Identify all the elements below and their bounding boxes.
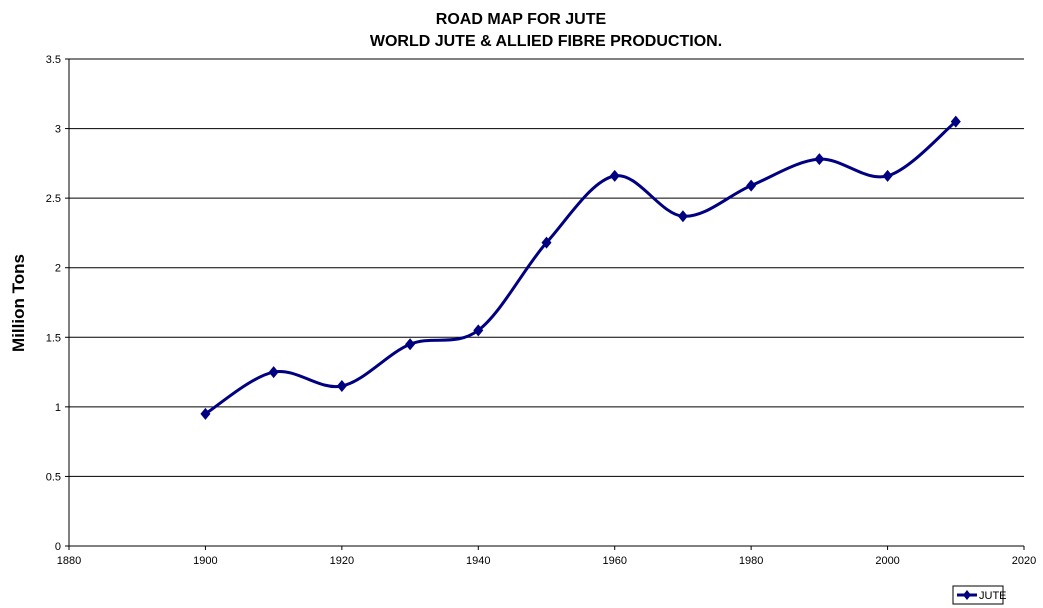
y-tick-label: 0 bbox=[55, 541, 61, 553]
marker bbox=[268, 366, 279, 379]
marker bbox=[746, 179, 757, 192]
chart-title: ROAD MAP FOR JUTE bbox=[436, 11, 607, 28]
legend-marker bbox=[963, 590, 971, 600]
x-tick-label: 1920 bbox=[330, 555, 354, 567]
y-axis-label: Million Tons bbox=[9, 254, 28, 352]
marker bbox=[405, 338, 416, 351]
marker bbox=[882, 169, 893, 182]
x-tick-label: 1900 bbox=[193, 555, 217, 567]
marker bbox=[336, 379, 347, 392]
x-tick-label: 2020 bbox=[1012, 555, 1036, 567]
legend-label: JUTE bbox=[979, 590, 1007, 602]
legend-box bbox=[952, 585, 1004, 605]
x-tick-label: 1880 bbox=[57, 555, 81, 567]
chart-subtitle: WORLD JUTE & ALLIED FIBRE PRODUCTION. bbox=[370, 33, 722, 50]
y-tick-label: 2 bbox=[55, 263, 61, 275]
marker bbox=[677, 210, 688, 223]
marker bbox=[541, 236, 552, 249]
marker bbox=[950, 115, 961, 128]
y-tick-label: 0.5 bbox=[46, 471, 61, 483]
y-tick-label: 3.5 bbox=[46, 54, 61, 66]
marker bbox=[473, 324, 484, 337]
marker bbox=[609, 169, 620, 182]
y-tick-label: 3 bbox=[55, 124, 61, 136]
y-tick-label: 1.5 bbox=[46, 332, 61, 344]
marker bbox=[200, 407, 211, 420]
x-tick-label: 1940 bbox=[466, 555, 490, 567]
x-tick-label: 1960 bbox=[602, 555, 626, 567]
y-tick-label: 1 bbox=[55, 402, 61, 414]
marker bbox=[814, 153, 825, 166]
x-tick-label: 2000 bbox=[875, 555, 899, 567]
y-tick-label: 2.5 bbox=[46, 193, 61, 205]
x-tick-label: 1980 bbox=[739, 555, 763, 567]
